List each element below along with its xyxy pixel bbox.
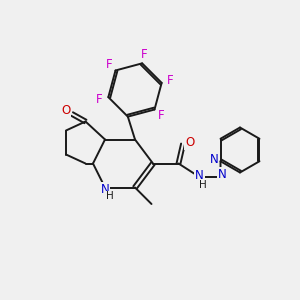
Text: N: N — [100, 183, 109, 196]
Text: N: N — [218, 167, 226, 181]
Text: H: H — [199, 179, 206, 190]
Text: F: F — [141, 48, 148, 61]
Text: N: N — [209, 153, 218, 166]
Text: F: F — [158, 110, 164, 122]
Text: H: H — [106, 191, 113, 201]
Text: F: F — [167, 74, 174, 87]
Text: N: N — [195, 169, 204, 182]
Text: F: F — [96, 93, 103, 106]
Text: O: O — [61, 104, 70, 118]
Text: F: F — [106, 58, 112, 70]
Text: O: O — [185, 136, 194, 149]
